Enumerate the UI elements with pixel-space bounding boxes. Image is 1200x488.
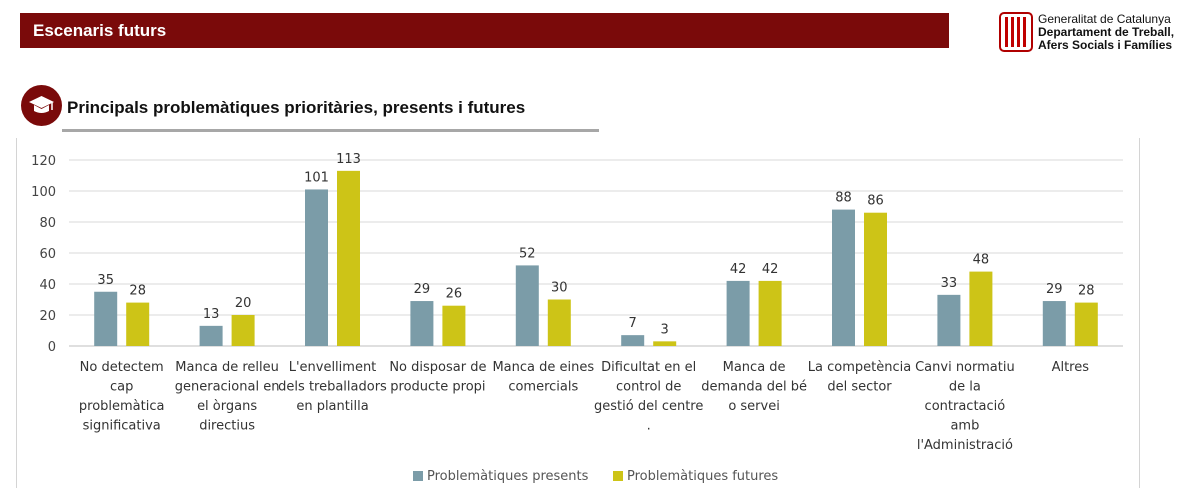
data-label: 35: [97, 273, 114, 288]
bar: [1074, 302, 1098, 346]
page-title: Escenaris futurs: [33, 21, 167, 40]
x-tick-label: gestió del centre: [594, 399, 703, 414]
bar: [126, 302, 150, 346]
x-tick-label: generacional en: [175, 380, 280, 395]
legend-swatch: [413, 471, 423, 481]
x-tick-label: problemàtica: [79, 399, 165, 414]
x-tick-label: Manca de: [723, 360, 786, 375]
bar: [969, 271, 993, 346]
x-tick-label: del sector: [827, 380, 892, 395]
data-label: 113: [336, 152, 361, 167]
x-tick-label: demanda del bé: [701, 380, 807, 395]
bar: [515, 265, 539, 346]
bar: [231, 315, 255, 346]
data-label: 30: [551, 281, 568, 296]
bar: [547, 299, 571, 346]
x-tick-label: La competència: [808, 360, 911, 375]
x-tick-label: l'Administració: [917, 438, 1013, 453]
header-bar: Escenaris futurs: [20, 13, 949, 48]
data-label: 52: [519, 246, 536, 261]
y-tick-label: 60: [39, 247, 56, 262]
x-tick-label: amb: [950, 419, 979, 434]
x-tick-label: No detectem: [80, 360, 164, 375]
x-tick-label: Manca de eines: [492, 360, 594, 375]
x-tick-label: dels treballadors: [278, 380, 387, 395]
bar: [337, 170, 360, 346]
bar: [94, 291, 118, 346]
y-tick-label: 120: [31, 154, 56, 169]
bar: [726, 280, 750, 346]
data-label: 42: [762, 262, 779, 277]
x-tick-label: control de: [616, 380, 681, 395]
data-label: 13: [203, 307, 220, 322]
data-label: 28: [129, 284, 146, 299]
x-tick-label: L'envelliment: [289, 360, 377, 375]
bar: [653, 341, 677, 346]
data-label: 42: [730, 262, 747, 277]
generalitat-logo: Generalitat de Catalunya Departament de …: [999, 12, 1194, 56]
x-tick-label: directius: [199, 419, 255, 434]
data-label: 48: [973, 253, 990, 268]
data-label: 3: [661, 322, 669, 337]
bar-chart: 0 20 40 60 80 100 120 35 28 No detectem cap problem…: [31, 152, 1123, 484]
x-tick-label: .: [647, 419, 651, 434]
x-tick-label: Canvi normatiu: [915, 360, 1015, 375]
data-label: 29: [414, 282, 431, 297]
x-tick-label: significativa: [83, 419, 161, 434]
y-tick-label: 100: [31, 185, 56, 200]
data-label: 20: [235, 296, 252, 311]
bar: [864, 212, 887, 346]
data-label: 7: [629, 316, 637, 331]
x-tick-label: o servei: [728, 399, 780, 414]
bar: [758, 280, 782, 346]
data-label: 86: [867, 194, 884, 209]
bar: [621, 335, 645, 346]
data-label: 88: [835, 191, 852, 206]
graduation-cap-icon: [21, 85, 62, 126]
x-tick-label: No disposar de: [389, 360, 486, 375]
legend-label: Problemàtiques futures: [627, 469, 778, 484]
data-label: 26: [446, 287, 463, 302]
logo-line-3: Afers Socials i Famílies: [1038, 38, 1173, 52]
data-label: 28: [1078, 284, 1095, 299]
legend-swatch: [613, 471, 623, 481]
bar: [305, 189, 328, 346]
bar: [832, 209, 855, 346]
legend-label: Problemàtiques presents: [427, 469, 589, 484]
x-tick-label: comercials: [508, 380, 578, 395]
bar: [937, 294, 961, 346]
x-tick-label: Manca de relleu: [175, 360, 279, 375]
logo-line-2: Departament de Treball,: [1038, 25, 1175, 39]
x-tick-label: Altres: [1052, 360, 1090, 375]
generalitat-emblem-icon: [999, 12, 1033, 52]
x-tick-label: contractació: [925, 399, 1006, 414]
x-tick-label: en plantilla: [296, 399, 368, 414]
y-tick-label: 40: [39, 278, 56, 293]
bar: [199, 325, 223, 346]
logo-line-1: Generalitat de Catalunya: [1038, 12, 1171, 26]
x-tick-label: el òrgans: [197, 399, 257, 414]
section-title: Principals problemàtiques prioritàries, …: [67, 98, 526, 117]
bar: [442, 305, 466, 346]
x-tick-label: producte propi: [390, 380, 485, 395]
y-tick-label: 0: [48, 340, 56, 355]
y-tick-label: 80: [39, 216, 56, 231]
data-label: 101: [304, 170, 329, 185]
x-tick-label: Dificultat en el: [601, 360, 696, 375]
section-divider: [62, 129, 599, 132]
bar: [410, 301, 434, 346]
chart-frame: 0 20 40 60 80 100 120 35 28 No detectem cap problem…: [16, 138, 1140, 488]
data-label: 29: [1046, 282, 1063, 297]
data-label: 33: [941, 276, 958, 291]
x-tick-label: cap: [110, 380, 133, 395]
y-tick-label: 20: [39, 309, 56, 324]
x-tick-label: de la: [949, 380, 981, 395]
bar: [1042, 301, 1066, 346]
